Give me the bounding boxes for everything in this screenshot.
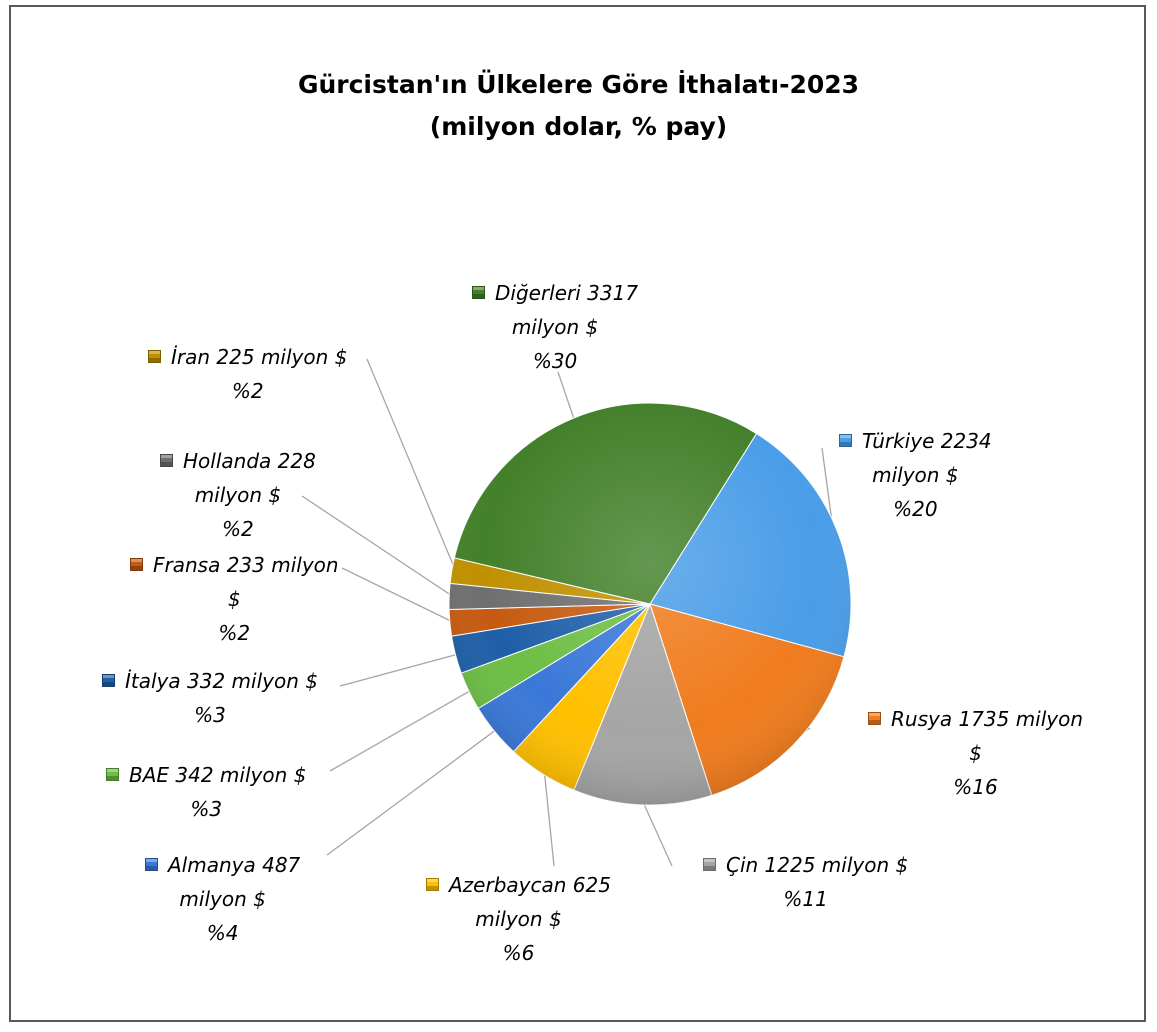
slice-label-line: Almanya 487 (145, 848, 300, 882)
legend-key-icon (106, 768, 119, 781)
slice-label-11: Diğerleri 3317 milyon $ %30 (472, 276, 638, 378)
slice-label-text: %6 (502, 941, 535, 965)
slice-label-1: Türkiye 2234 milyon $ %20 (839, 424, 992, 526)
slice-label-text: Azerbaycan 625 (449, 873, 611, 897)
legend-key-icon (703, 858, 716, 871)
legend-key-icon (839, 434, 852, 447)
chart-title: Gürcistan'ın Ülkelere Göre İthalatı-2023 (297, 70, 860, 99)
slice-label-text: $ (227, 587, 241, 611)
slice-label-line: %3 (102, 698, 318, 732)
slice-label-line: %6 (426, 936, 611, 970)
slice-label-10: İran 225 milyon $ %2 (148, 340, 347, 408)
slice-label-text: %11 (783, 887, 828, 911)
slice-label-text: %2 (218, 621, 251, 645)
chart-subtitle: (milyon dolar, % pay) (429, 112, 728, 141)
slice-label-line: İran 225 milyon $ (148, 340, 347, 374)
slice-label-text: milyon $ (179, 887, 266, 911)
slice-label-text: Diğerleri 3317 (495, 281, 639, 305)
slice-label-text: Hollanda 228 (183, 449, 316, 473)
slice-label-text: Çin 1225 milyon $ (726, 853, 909, 877)
slice-label-text: milyon $ (511, 315, 599, 339)
slice-label-text: Rusya 1735 milyon (891, 707, 1084, 731)
slice-label-line: Diğerleri 3317 (472, 276, 638, 310)
slice-label-text: Fransa 233 milyon (153, 553, 339, 577)
slice-label-text: milyon $ (194, 483, 282, 507)
slice-label-text: Türkiye 2234 (862, 429, 992, 453)
slice-label-line: İtalya 332 milyon $ (102, 664, 318, 698)
slice-label-text: milyon $ (872, 463, 959, 487)
slice-label-5: Almanya 487 milyon $ %4 (145, 848, 300, 950)
legend-key-icon (145, 858, 158, 871)
leader-line-5 (326, 728, 498, 856)
slice-label-text: Almanya 487 (168, 853, 301, 877)
slice-label-text: milyon $ (475, 907, 562, 931)
slice-label-text: %30 (532, 349, 578, 373)
slice-label-6: BAE 342 milyon $ %3 (106, 758, 306, 826)
leader-line-3 (641, 800, 673, 867)
slice-label-line: %2 (148, 374, 347, 408)
slice-label-text: %2 (222, 517, 254, 541)
slice-label-text: %4 (206, 921, 239, 945)
slice-label-text: İtalya 332 milyon $ (125, 669, 318, 693)
slice-label-line: Türkiye 2234 (839, 424, 992, 458)
slice-label-text: %3 (194, 703, 226, 727)
slice-label-line: %11 (703, 882, 908, 916)
slice-label-line: Rusya 1735 milyon (868, 702, 1083, 736)
leader-line-7 (339, 653, 460, 687)
slice-label-8: Fransa 233 milyon $ %2 (130, 548, 339, 650)
legend-key-icon (472, 286, 485, 299)
slice-label-9: Hollanda 228 milyon $ %2 (160, 444, 316, 546)
leader-line-10 (366, 358, 457, 572)
slice-label-line: %20 (839, 492, 992, 526)
slice-label-line: milyon $ (426, 902, 611, 936)
leader-line-9 (301, 495, 454, 598)
slice-label-line: Hollanda 228 (160, 444, 316, 478)
slice-label-line: milyon $ (160, 478, 316, 512)
legend-key-icon (130, 558, 143, 571)
slice-label-text: %16 (953, 775, 998, 799)
slice-label-text: %20 (893, 497, 938, 521)
slice-label-line: %16 (868, 770, 1083, 804)
slice-label-3: Çin 1225 milyon $ %11 (703, 848, 908, 916)
slice-label-line: $ (130, 582, 339, 616)
legend-key-icon (160, 454, 173, 467)
slice-label-line: Çin 1225 milyon $ (703, 848, 908, 882)
slice-label-4: Azerbaycan 625 milyon $ %6 (426, 868, 611, 970)
slice-label-line: milyon $ (145, 882, 300, 916)
slice-label-text: BAE 342 milyon $ (129, 763, 307, 787)
leader-line-11 (557, 371, 576, 423)
legend-key-icon (102, 674, 115, 687)
slice-label-text: %2 (231, 379, 264, 403)
leader-line-6 (329, 688, 473, 772)
legend-key-icon (148, 350, 161, 363)
slice-label-line: %4 (145, 916, 300, 950)
slice-label-line: %30 (472, 344, 638, 378)
slice-label-line: %3 (106, 792, 306, 826)
slice-label-text: $ (969, 741, 982, 765)
slice-label-2: Rusya 1735 milyon $ %16 (868, 702, 1083, 804)
slice-label-7: İtalya 332 milyon $ %3 (102, 664, 318, 732)
slice-label-line: %2 (130, 616, 339, 650)
slice-label-line: Fransa 233 milyon (130, 548, 339, 582)
slice-label-text: İran 225 milyon $ (171, 345, 348, 369)
slice-label-line: %2 (160, 512, 316, 546)
leader-line-4 (543, 770, 555, 867)
legend-key-icon (868, 712, 881, 725)
leader-line-8 (341, 567, 455, 624)
slice-label-line: milyon $ (839, 458, 992, 492)
slice-label-line: $ (868, 736, 1083, 770)
slice-label-text: %3 (190, 797, 223, 821)
slice-label-line: BAE 342 milyon $ (106, 758, 306, 792)
legend-key-icon (426, 878, 439, 891)
slice-label-line: Azerbaycan 625 (426, 868, 611, 902)
slice-label-line: milyon $ (472, 310, 638, 344)
